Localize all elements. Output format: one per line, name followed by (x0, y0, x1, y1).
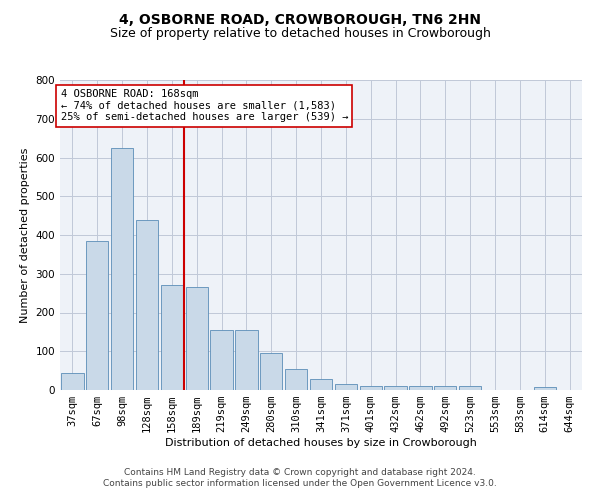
Text: Contains HM Land Registry data © Crown copyright and database right 2024.
Contai: Contains HM Land Registry data © Crown c… (103, 468, 497, 487)
Text: Size of property relative to detached houses in Crowborough: Size of property relative to detached ho… (110, 28, 490, 40)
Bar (111, 148, 133, 390)
Bar (409, 386, 431, 390)
Bar (359, 386, 382, 390)
Bar (235, 330, 257, 390)
Bar (136, 220, 158, 390)
Bar (211, 330, 233, 390)
Bar (459, 386, 481, 390)
Bar (310, 379, 332, 390)
Bar (285, 368, 307, 390)
Bar (185, 288, 208, 390)
Bar (434, 386, 457, 390)
Bar (260, 353, 283, 390)
X-axis label: Distribution of detached houses by size in Crowborough: Distribution of detached houses by size … (165, 438, 477, 448)
Bar (86, 241, 109, 390)
Bar (533, 387, 556, 390)
Bar (61, 372, 83, 390)
Bar (385, 386, 407, 390)
Y-axis label: Number of detached properties: Number of detached properties (20, 148, 30, 322)
Text: 4 OSBORNE ROAD: 168sqm
← 74% of detached houses are smaller (1,583)
25% of semi-: 4 OSBORNE ROAD: 168sqm ← 74% of detached… (61, 90, 348, 122)
Text: 4, OSBORNE ROAD, CROWBOROUGH, TN6 2HN: 4, OSBORNE ROAD, CROWBOROUGH, TN6 2HN (119, 12, 481, 26)
Bar (335, 384, 357, 390)
Bar (161, 286, 183, 390)
